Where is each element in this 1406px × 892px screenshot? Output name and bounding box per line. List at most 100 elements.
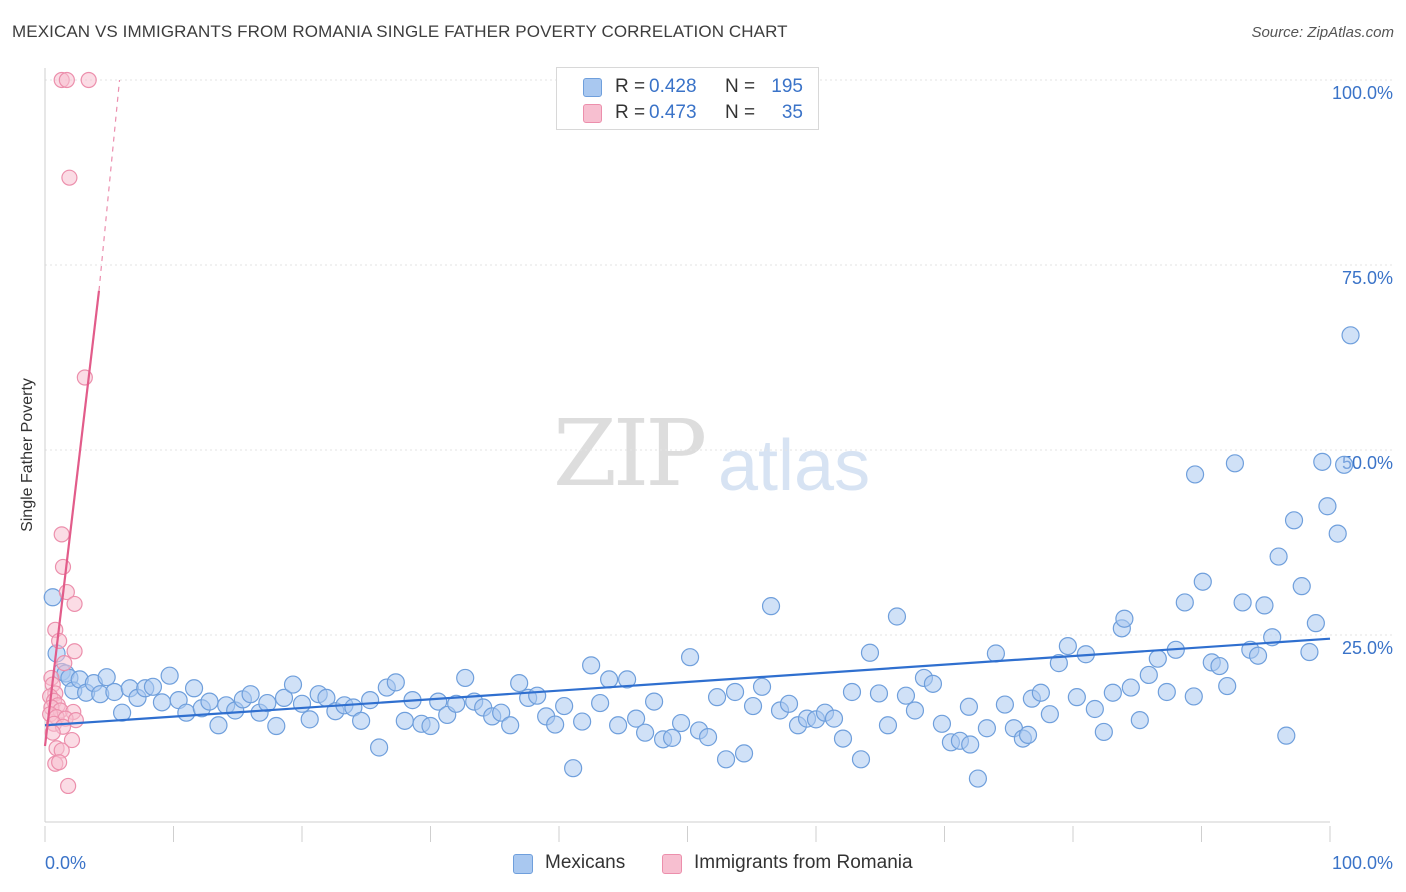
mexicans-point	[860, 643, 880, 662]
mexicans-point	[1049, 654, 1068, 673]
mexicans-point	[833, 729, 853, 748]
mexicans-point	[716, 750, 736, 769]
n-label: N =	[725, 102, 756, 123]
mexicans-point	[1292, 577, 1311, 596]
romania-point	[61, 169, 78, 186]
mexicans-point	[386, 673, 405, 692]
mexicans-point	[573, 712, 592, 731]
mexicans-point	[869, 684, 889, 703]
mexicans-point	[644, 692, 664, 711]
mexicans-point	[1157, 682, 1176, 702]
mexicans-point	[986, 644, 1006, 663]
mexicans-point	[1269, 547, 1288, 566]
mexicans-point	[1328, 524, 1347, 543]
mexicans-point	[300, 710, 319, 729]
mexicans-point	[1300, 642, 1319, 662]
mexicans-point	[1175, 593, 1194, 612]
mexicans-point	[851, 750, 871, 769]
mexicans-point	[995, 695, 1014, 714]
mexicans-point	[1094, 722, 1113, 742]
mexicans-point	[1277, 726, 1296, 745]
mexicans-point	[429, 692, 448, 711]
r-label: R =	[615, 76, 646, 97]
mexicans-point	[1284, 511, 1304, 530]
mexicans-point	[905, 701, 925, 720]
mexicans-point	[546, 715, 565, 734]
mexicans-point	[698, 728, 718, 747]
mexicans-point	[361, 691, 380, 710]
romania-swatch	[662, 854, 682, 874]
chart-title: MEXICAN VS IMMIGRANTS FROM ROMANIA SINGL…	[12, 22, 788, 41]
mexicans-point	[370, 738, 389, 757]
mexicans-point	[184, 679, 204, 698]
mexicans-point	[1193, 572, 1212, 591]
mexicans-point	[671, 713, 691, 733]
romania-point	[54, 558, 72, 576]
mexicans-point	[510, 673, 529, 693]
mexicans-point	[1210, 656, 1229, 676]
mexicans-point	[501, 716, 520, 735]
mexicans-point	[274, 688, 294, 708]
mexicans-point	[609, 716, 628, 735]
romania-point	[53, 526, 70, 543]
mexicans-point	[177, 703, 196, 722]
mexicans-point	[152, 693, 172, 712]
watermark-atlas: atlas	[718, 426, 871, 506]
mexicans-point	[878, 716, 898, 735]
mexicans-point	[1058, 636, 1077, 656]
mexicans-trend-line	[44, 637, 1331, 727]
mexicans-point	[1341, 326, 1360, 345]
mexicans-point	[896, 686, 916, 705]
r-label: R =	[615, 102, 646, 123]
mexicans-point	[680, 648, 700, 667]
mexicans-point	[932, 714, 952, 733]
mexicans-point	[456, 668, 475, 688]
mexicans-point	[200, 692, 219, 711]
tick-labels: 25.0% 50.0% 75.0% 100.0% 0.0% 100.0%	[45, 83, 1393, 873]
source-label: Source: ZipAtlas.com	[1251, 24, 1394, 41]
mexicans-point	[635, 723, 655, 742]
mexicans-point	[779, 694, 799, 713]
romania-trend-line	[43, 290, 101, 747]
mexicans-point	[959, 697, 979, 716]
mexicans-point	[1018, 725, 1038, 745]
mexicans-point	[352, 711, 371, 730]
mexicans-points	[43, 326, 1360, 788]
mexicans-point	[1306, 614, 1325, 633]
romania-point	[66, 643, 83, 660]
legend-label: Immigrants from Romania	[694, 852, 913, 873]
romania-point	[56, 655, 73, 672]
mexicans-point	[734, 744, 754, 763]
mexicans-point	[1040, 705, 1059, 724]
mexicans-point	[1139, 665, 1158, 685]
mexicans-point	[258, 693, 277, 713]
mexicans-point	[267, 716, 286, 736]
mexicans-point	[395, 711, 414, 730]
mexicans-point	[143, 677, 163, 696]
romania-point	[66, 595, 83, 613]
y-tick-label: 75.0%	[1342, 268, 1393, 288]
mexicans-point	[492, 703, 511, 722]
mexicans-point	[421, 716, 440, 736]
legend-label: Mexicans	[545, 852, 626, 873]
mexicans-point	[1233, 593, 1252, 612]
mexicans-point	[761, 597, 781, 616]
mexicans-point	[447, 694, 466, 713]
n-label: N =	[725, 76, 756, 97]
mexicans-point	[528, 686, 547, 705]
mexicans-point	[1335, 455, 1354, 474]
r-value: 0.428	[649, 76, 697, 97]
mexicans-point	[977, 719, 997, 738]
x-tick-label: 0.0%	[45, 853, 86, 873]
mexicans-point	[43, 588, 62, 607]
y-tick-label: 25.0%	[1342, 638, 1393, 658]
correlation-legend: R = 0.428 N = 195 R = 0.473 N = 35	[556, 67, 819, 130]
romania-point	[60, 777, 77, 795]
mexicans-point	[600, 670, 619, 689]
mexicans-point	[707, 688, 727, 707]
mexicans-point	[743, 696, 763, 716]
romania-trend-extension	[98, 79, 121, 291]
mexicans-point	[824, 709, 844, 728]
mexicans-point	[241, 685, 260, 704]
mexicans-point	[292, 694, 312, 713]
